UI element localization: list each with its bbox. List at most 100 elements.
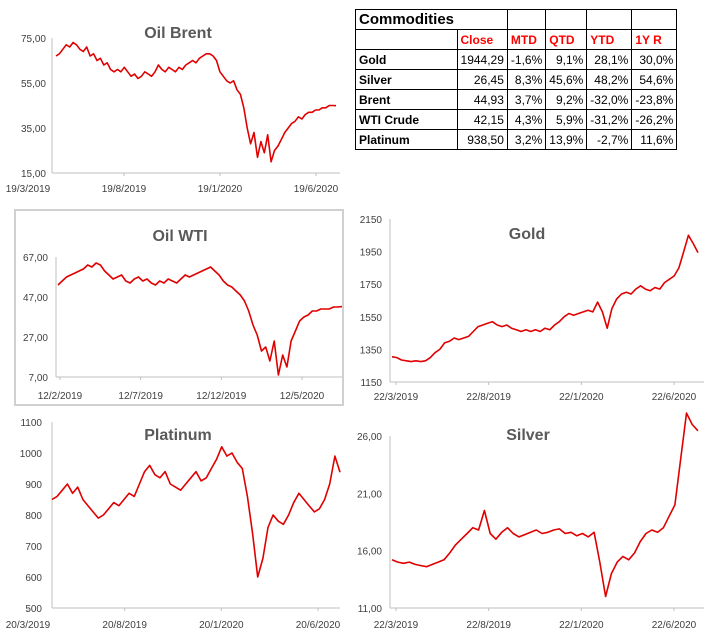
y-tick-label: 1350 <box>360 345 383 356</box>
table-header-mtd: MTD <box>506 29 547 50</box>
series-line <box>57 262 343 376</box>
x-tick-label: 19/8/2019 <box>102 184 147 195</box>
row-name: Gold <box>355 49 458 70</box>
row-mtd: 3,2% <box>506 129 547 150</box>
chart-title: Gold <box>509 226 545 243</box>
y-tick-label: 55,00 <box>21 79 46 90</box>
row-close: 42,15 <box>456 109 508 130</box>
y-tick-label: 2150 <box>360 215 383 226</box>
series-line <box>55 41 337 163</box>
series-line <box>51 445 341 578</box>
chart-title: Platinum <box>144 427 212 444</box>
table-header-1yr: 1Y R <box>631 29 678 50</box>
row-ytd: 48,2% <box>586 69 633 90</box>
x-tick-label: 19/1/2020 <box>198 184 243 195</box>
y-tick-label: 35,00 <box>21 124 46 135</box>
x-tick-label: 19/3/2019 <box>6 184 51 195</box>
row-mtd: 3,7% <box>506 89 547 110</box>
row-close: 1944,29 <box>456 49 508 70</box>
x-tick-label: 22/1/2020 <box>559 620 604 631</box>
series-line <box>391 412 699 598</box>
commodities-table: Commodities Close MTD QTD YTD 1Y R Gold … <box>355 9 678 150</box>
chart-gold: 2150 1950 1750 1550 1350 1150 22/3/2019 22/8/20… <box>352 209 712 409</box>
y-tick-label: 67,00 <box>23 253 48 264</box>
row-qtd: 45,6% <box>545 69 588 90</box>
row-close: 26,45 <box>456 69 508 90</box>
row-ytd: -2,7% <box>586 129 633 150</box>
row-name: Brent <box>355 89 458 110</box>
row-qtd: 9,1% <box>545 49 588 70</box>
y-tick-label: 1550 <box>360 313 383 324</box>
y-tick-label: 1150 <box>360 378 382 389</box>
row-1yr: -26,2% <box>631 109 678 130</box>
commodities-table-panel: Commodities Close MTD QTD YTD 1Y R Gold … <box>355 9 678 150</box>
table-row: Brent 44,93 3,7% 9,2% -32,0% -23,8% <box>355 89 678 110</box>
series-line <box>391 234 699 363</box>
x-tick-label: 12/7/2019 <box>118 391 163 402</box>
y-tick-label: 1000 <box>20 449 43 460</box>
row-name: WTI Crude <box>355 109 458 130</box>
table-caption-row: Commodities <box>355 9 678 30</box>
table-header-qtd: QTD <box>545 29 588 50</box>
x-tick-label: 22/6/2020 <box>652 392 697 403</box>
table-caption: Commodities <box>355 9 458 30</box>
table-row: Silver 26,45 8,3% 45,6% 48,2% 54,6% <box>355 69 678 90</box>
x-tick-label: 20/1/2020 <box>199 620 244 631</box>
row-mtd: 4,3% <box>506 109 547 130</box>
y-tick-label: 26,00 <box>357 432 382 443</box>
x-tick-label: 20/3/2019 <box>6 620 51 631</box>
row-1yr: 54,6% <box>631 69 678 90</box>
chart-gold-svg: 2150 1950 1750 1550 1350 1150 22/3/2019 22/8/20… <box>360 215 704 403</box>
x-tick-label: 22/8/2019 <box>466 620 511 631</box>
table-row: WTI Crude 42,15 4,3% 5,9% -31,2% -26,2% <box>355 109 678 130</box>
x-tick-label: 12/5/2020 <box>280 391 325 402</box>
chart-oil-brent-svg: 75,00 55,00 35,00 15,00 19/3/2019 19/8/2019 19… <box>6 25 340 195</box>
table-header-ytd: YTD <box>586 29 633 50</box>
x-tick-label: 20/6/2020 <box>296 620 341 631</box>
row-close: 44,93 <box>456 89 508 110</box>
x-tick-label: 12/12/2019 <box>196 391 246 402</box>
y-tick-label: 600 <box>25 573 42 584</box>
x-tick-label: 22/8/2019 <box>466 392 511 403</box>
row-qtd: 9,2% <box>545 89 588 110</box>
y-tick-label: 15,00 <box>21 169 46 180</box>
y-tick-label: 7,00 <box>29 373 49 384</box>
x-tick-label: 22/6/2020 <box>652 620 697 631</box>
chart-oil-wti-svg: 67,00 47,00 27,00 7,00 12/2/2019 12/7/2019 12/… <box>23 228 343 402</box>
x-tick-label: 22/3/2019 <box>374 620 419 631</box>
table-row: Platinum 938,50 3,2% 13,9% -2,7% 11,6% <box>355 129 678 150</box>
x-tick-label: 20/8/2019 <box>102 620 147 631</box>
row-mtd: -1,6% <box>506 49 547 70</box>
y-tick-label: 1750 <box>360 280 383 291</box>
y-tick-label: 900 <box>25 480 42 491</box>
y-tick-label: 1100 <box>20 418 42 429</box>
chart-oil-brent: 75,00 55,00 35,00 15,00 19/3/2019 19/8/2019 19… <box>0 0 348 200</box>
y-tick-label: 1950 <box>360 248 383 259</box>
x-tick-label: 22/1/2020 <box>559 392 604 403</box>
table-row: Gold 1944,29 -1,6% 9,1% 28,1% 30,0% <box>355 49 678 70</box>
y-tick-label: 800 <box>25 511 42 522</box>
row-ytd: -31,2% <box>586 109 633 130</box>
y-tick-label: 16,00 <box>357 547 382 558</box>
row-ytd: -32,0% <box>586 89 633 110</box>
y-tick-label: 21,00 <box>357 489 382 500</box>
row-ytd: 28,1% <box>586 49 633 70</box>
y-tick-label: 75,00 <box>21 34 46 45</box>
row-name: Platinum <box>355 129 458 150</box>
row-close: 938,50 <box>456 129 508 150</box>
table-header-close: Close <box>456 29 508 50</box>
y-tick-label: 700 <box>25 542 42 553</box>
row-name: Silver <box>355 69 458 90</box>
y-tick-label: 11,00 <box>358 604 383 615</box>
row-mtd: 8,3% <box>506 69 547 90</box>
table-header-name <box>355 29 458 50</box>
row-1yr: 11,6% <box>631 129 678 150</box>
y-tick-label: 27,00 <box>23 333 48 344</box>
row-1yr: -23,8% <box>631 89 678 110</box>
row-qtd: 13,9% <box>545 129 588 150</box>
chart-title: Oil WTI <box>152 228 207 245</box>
row-1yr: 30,0% <box>631 49 678 70</box>
chart-silver-svg: 26,00 21,00 16,00 11,00 22/3/2019 22/8/2019 22… <box>357 412 704 631</box>
x-tick-label: 12/2/2019 <box>38 391 83 402</box>
chart-platinum-svg: 1100 1000 900 800 700 600 500 20/3/2019 20/8/201… <box>6 418 341 631</box>
